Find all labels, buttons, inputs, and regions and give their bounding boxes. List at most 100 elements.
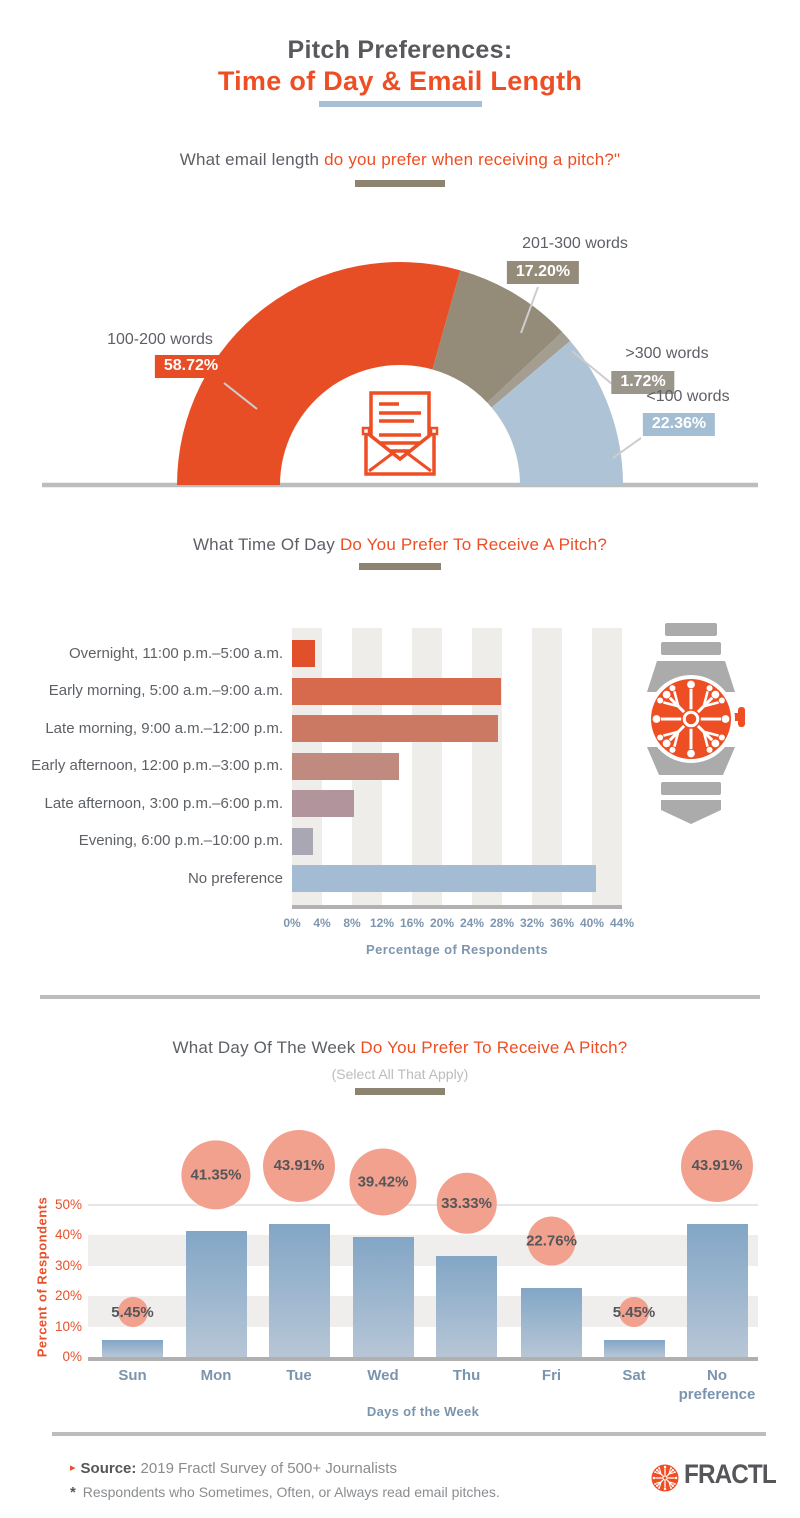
tod-xtick-44: 44% [609, 916, 635, 930]
tod-label-evening-6-00-p-m-10-00-p-m: Evening, 6:00 p.m.–10:00 p.m. [78, 832, 283, 850]
tod-bar-early-afternoon-12-00-p-m-3-00-p-m [292, 752, 399, 780]
fractl-logo-icon [651, 1464, 679, 1492]
email-length-heading-underline [355, 180, 445, 187]
title-underline-bar [319, 101, 482, 107]
tod-label-late-afternoon-3-00-p-m-6-00-p-m: Late afternoon, 3:00 p.m.–6:00 p.m. [44, 794, 284, 812]
dow-xtick-thu: Thu [452, 1367, 481, 1384]
source-text: 2019 Fractl Survey of 500+ Journalists [136, 1460, 397, 1477]
dow-ytick-0: 0% [62, 1349, 82, 1364]
time-of-day-heading: What Time Of Day Do You Prefer To Receiv… [0, 535, 800, 555]
tod-xtick-40: 40% [579, 916, 605, 930]
donut-leader-lines [223, 286, 642, 459]
donut-value-badge-201-300-words: 17.20% [506, 261, 580, 284]
tod-label-no-preference: No preference [187, 869, 283, 887]
dow-xtick-no-preference: No preference [678, 1367, 756, 1403]
tod-xtick-16: 16% [399, 916, 425, 930]
tod-xtick-0: 0% [283, 916, 301, 930]
source-label: Source: [80, 1460, 137, 1477]
dow-value-bubble-sun: 5.45% [111, 1297, 154, 1327]
day-of-week-column-chart: 5.45% 41.35% 43.91% 39.42% 33.33% 22.76% 5.45%… [0, 990, 800, 1430]
dow-xtick-mon: Mon [200, 1367, 232, 1384]
dow-bar-sat [603, 1340, 665, 1357]
dow-bar-no-preference [686, 1223, 748, 1357]
tod-xtick-4: 4% [313, 916, 331, 930]
source-line: ▸ Source: 2019 Fractl Survey of 500+ Jour… [70, 1460, 397, 1477]
time-of-day-bar-chart: Overnight, 11:00 p.m.–5:00 a.m. Early mor… [0, 505, 800, 965]
fractl-logo-fractal-mark [652, 1465, 678, 1491]
dow-bar-tue [268, 1223, 330, 1357]
donut-svg [42, 262, 758, 488]
dow-yaxis-title: Percent of Respondents [34, 1196, 50, 1358]
watch-crown [732, 713, 741, 721]
dow-ytick-50: 50% [54, 1197, 82, 1212]
page-title-line2: Time of Day & Email Length [217, 66, 583, 96]
dow-xaxis-title: Days of the Week [366, 1404, 480, 1419]
tod-label-late-morning-9-00-a-m-12-00-p-m: Late morning, 9:00 a.m.–12:00 p.m. [45, 719, 283, 737]
dow-bar-wed [352, 1237, 414, 1357]
tod-xtick-12: 12% [369, 916, 395, 930]
tod-bar-late-morning-9-00-a-m-12-00-p-m [292, 715, 498, 743]
donut-leader-100-words [612, 437, 642, 459]
dow-xtick-sun: Sun [118, 1367, 147, 1384]
donut-value-badge-300-words: 1.72% [611, 371, 675, 394]
donut-slice-201-300-words [432, 270, 563, 403]
dow-ytick-30: 30% [54, 1257, 82, 1273]
tod-label-overnight-11-00-p-m-5-00-a-m: Overnight, 11:00 p.m.–5:00 a.m. [68, 644, 283, 662]
dow-bar-thu [436, 1255, 497, 1357]
tod-axis-baseline [292, 905, 622, 909]
page-title-line1: Pitch Preferences: [287, 36, 513, 64]
donut-category-label-201-300-words: 201-300 words [522, 235, 628, 252]
footnote-text: Respondents who Sometimes, Often, or Alw… [78, 1484, 500, 1500]
time-of-day-section: What Time Of Day Do You Prefer To Receiv… [0, 505, 800, 965]
donut-slice-100-200-words [177, 262, 461, 485]
tod-bar-no-preference [292, 865, 596, 893]
day-of-week-section: What Day Of The Week Do You Prefer To Re… [0, 990, 800, 1430]
tod-bar-early-morning-5-00-a-m-9-00-a-m [292, 677, 502, 705]
donut-category-label-300-words: >300 words [625, 345, 709, 362]
dow-value-bubble-no-preference: 43.91% [681, 1129, 753, 1202]
time-of-day-heading-underline [359, 563, 441, 570]
email-length-heading-gray: What email length [179, 150, 325, 169]
tod-label-early-morning-5-00-a-m-9-00-a-m: Early morning, 5:00 a.m.–9:00 a.m. [48, 682, 283, 700]
day-of-week-heading: What Day Of The Week Do You Prefer To Re… [0, 1038, 800, 1058]
donut-slice-100-words [491, 340, 623, 485]
time-of-day-heading-gray: What Time Of Day [192, 535, 340, 554]
day-of-week-heading-underline [355, 1088, 445, 1095]
footnote-line: * Respondents who Sometimes, Often, or A… [70, 1484, 500, 1501]
dow-value-bubble-mon: 41.35% [181, 1140, 251, 1210]
donut-slice-300-words [487, 331, 571, 408]
dow-xtick-fri: Fri [541, 1367, 562, 1384]
day-of-week-heading-gray: What Day Of The Week [172, 1038, 361, 1057]
tod-xaxis-title: Percentage of Respondents [366, 942, 548, 957]
tod-xtick-20: 20% [429, 916, 455, 930]
donut-leader-201-300-words [520, 286, 539, 334]
dow-ytick-40: 40% [54, 1227, 82, 1243]
donut-value-badge-100-200-words: 58.72% [154, 355, 228, 378]
section-divider [40, 995, 760, 999]
donut-arc-segments [177, 262, 623, 485]
dow-ytick-10: 10% [54, 1318, 82, 1334]
time-of-day-heading-orange: Do You Prefer To Receive A Pitch? [339, 535, 608, 554]
footer-divider [52, 1432, 766, 1436]
donut-value-badge-100-words: 22.36% [642, 413, 716, 436]
donut-leader-300-words [571, 350, 613, 385]
dow-bar-mon [185, 1231, 247, 1357]
tod-bar-overnight-11-00-p-m-5-00-a-m [292, 640, 315, 667]
watch-face-fractal-mark [652, 680, 730, 758]
dow-xtick-tue: Tue [286, 1367, 312, 1384]
dow-value-bubble-tue: 43.91% [263, 1129, 335, 1202]
dow-xtick-sat: Sat [622, 1367, 646, 1384]
donut-leader-100-200-words [223, 382, 258, 410]
source-arrow-icon: ▸ [70, 1462, 76, 1474]
tod-label-early-afternoon-12-00-p-m-3-00-p-m: Early afternoon, 12:00 p.m.–3:00 p.m. [31, 757, 283, 775]
donut-category-label-100-200-words: 100-200 words [107, 331, 213, 348]
dow-xtick-wed: Wed [367, 1367, 399, 1384]
dow-ytick-20: 20% [54, 1288, 82, 1304]
dow-value-bubble-wed: 39.42% [349, 1148, 417, 1216]
footnote-star: * [70, 1484, 76, 1501]
tod-bar-evening-6-00-p-m-10-00-p-m [292, 827, 313, 855]
dow-gridline-50 [88, 1204, 758, 1206]
wristwatch-icon [647, 623, 745, 824]
tod-xtick-32: 32% [519, 916, 545, 930]
